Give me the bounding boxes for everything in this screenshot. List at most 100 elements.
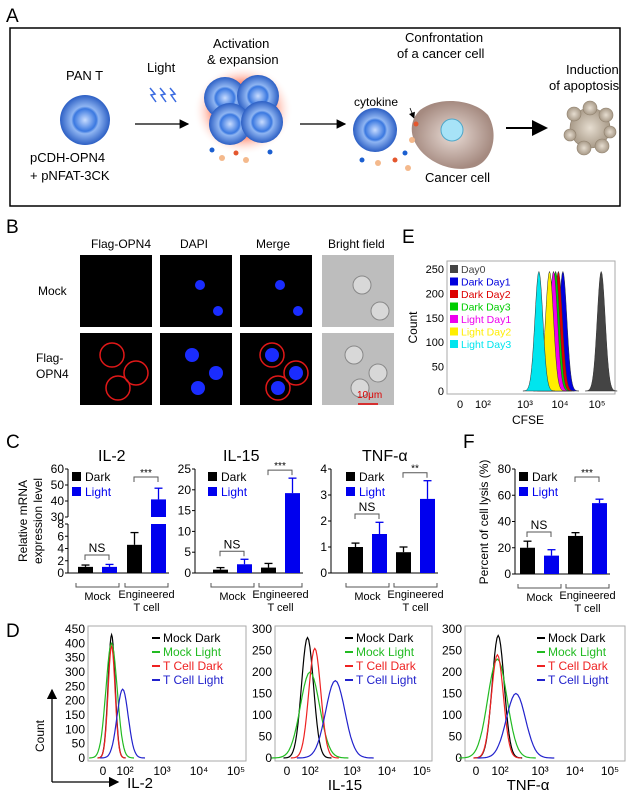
construct-label-2: + pNFAT-3CK (30, 168, 110, 183)
group-label-mock: Mock (354, 591, 381, 603)
cancer-cell-label: Cancer cell (425, 170, 490, 185)
x-tick-label: 0 (100, 764, 107, 778)
legend-swatch (450, 327, 458, 336)
x-tick-label: 10³ (517, 399, 533, 411)
x-tick-label: 10³ (153, 764, 170, 778)
row-label-flag-opn4-2: OPN4 (36, 367, 69, 381)
y-tick-label: 3 (320, 488, 327, 502)
y-tick-label: 150 (442, 687, 462, 701)
y-tick-label: 0 (265, 751, 272, 765)
histogram-mock-light (89, 641, 135, 759)
y-tick-label: 250 (426, 264, 444, 276)
group-label-mock: Mock (526, 592, 553, 604)
panel-label-f: F (463, 432, 475, 453)
y-tick-label: 0 (438, 386, 444, 398)
legend-label: Light Day3 (461, 339, 511, 351)
panel-label-a: A (6, 6, 19, 27)
histogram-light-day3 (522, 270, 555, 392)
y-tick-label: 100 (426, 337, 444, 349)
y-tick-label: 300 (442, 622, 462, 636)
x-tick-label: 10² (491, 764, 508, 778)
micrograph-0-1 (160, 255, 232, 327)
x-tick-label: 10² (116, 764, 133, 778)
group-bracket (124, 583, 169, 588)
x-tick-label: 0 (457, 399, 463, 411)
y-tick-label: 5 (184, 545, 191, 559)
x-tick-label: 0 (284, 764, 291, 778)
histogram-mock-light (458, 658, 536, 759)
histogram-t-cell-dark (97, 644, 126, 759)
tnf-flow-histogram: 0 50 100 150 200 250 300 0 10² 10³ 10⁴ 10⁵ TNF-α Mock… (442, 622, 626, 794)
significance-bracket (267, 469, 293, 476)
panel-label-b: B (6, 217, 19, 238)
micrograph-1-0 (80, 333, 152, 405)
bar-dark (213, 569, 228, 573)
legend-label: T Cell Dark (548, 659, 609, 673)
d-count-label: Count (33, 719, 47, 752)
legend-label-light: Light (85, 485, 112, 499)
legend-label: Mock Light (548, 645, 607, 659)
x-tick-label: 10⁵ (227, 764, 245, 778)
legend-label: Dark Day1 (461, 277, 511, 289)
y-tick-label: 20 (498, 541, 512, 555)
significance-bracket (526, 531, 552, 537)
legend-label: Mock Light (163, 645, 222, 659)
legend-label: Mock Dark (356, 631, 414, 645)
histogram-t-cell-dark (473, 653, 522, 759)
bar-light (285, 493, 300, 573)
legend-label: T Cell Light (163, 673, 224, 687)
group-bracket (393, 583, 438, 588)
cytokine-pointer (408, 107, 415, 119)
x-tick-label: 10³ (343, 764, 360, 778)
legend-swatch-dark (72, 472, 81, 481)
group-bracket (258, 583, 303, 588)
legend-swatch (450, 265, 458, 273)
x-axis-label: TNF-α (507, 777, 550, 792)
y-axis-label-1: Relative mRNA (16, 480, 30, 562)
group-label-engineered: Engineered (559, 590, 615, 602)
y-tick-label: 100 (65, 722, 85, 736)
group-label-mock: Mock (84, 591, 111, 603)
histogram-t-cell-light (296, 679, 374, 759)
significance-bracket (133, 476, 159, 482)
legend-swatch-dark (346, 472, 355, 481)
legend-label: Light Day2 (461, 327, 511, 339)
y-axis-label: Percent of cell lysis (%) (477, 460, 491, 585)
x-tick-label: 10⁵ (413, 764, 431, 778)
group-bracket (210, 583, 255, 588)
histogram-t-cell-light (477, 692, 555, 759)
bar-dark (348, 547, 363, 573)
y-tick-label: 400 (65, 636, 85, 650)
light-label: Light (147, 60, 176, 75)
y-tick-label: 0 (320, 566, 327, 580)
membrane-signal (105, 375, 131, 401)
y-axis-label-2: expression level (31, 478, 45, 564)
bright-field-cell (368, 363, 388, 383)
y-tick-label: 60 (498, 488, 512, 502)
y-tick-label: 10 (178, 524, 192, 538)
y-tick-label: 200 (426, 288, 444, 300)
x-axis-label: IL-2 (127, 775, 153, 792)
pan-t-label: PAN T (66, 68, 103, 83)
legend-label: Mock Dark (548, 631, 606, 645)
legend-swatch-light (346, 487, 355, 496)
y-tick-label: 1 (320, 540, 327, 554)
legend-label: T Cell Dark (163, 659, 224, 673)
nucleus (275, 280, 285, 290)
x-tick-label: 10⁴ (566, 764, 585, 778)
y-tick-label: 250 (252, 644, 272, 658)
legend-label: T Cell Light (356, 673, 417, 687)
bar-dark (78, 566, 93, 573)
legend-swatch (450, 315, 458, 323)
x-tick-label: 10⁴ (552, 399, 569, 411)
cytokine-label: cytokine (354, 95, 398, 109)
bar-light-upper (151, 499, 166, 517)
y-tick-label: 150 (65, 708, 85, 722)
y-tick-label: 0 (455, 751, 462, 765)
group-bracket (565, 584, 610, 589)
y-tick-label: 80 (498, 462, 512, 476)
y-tick-label: 50 (72, 737, 86, 751)
